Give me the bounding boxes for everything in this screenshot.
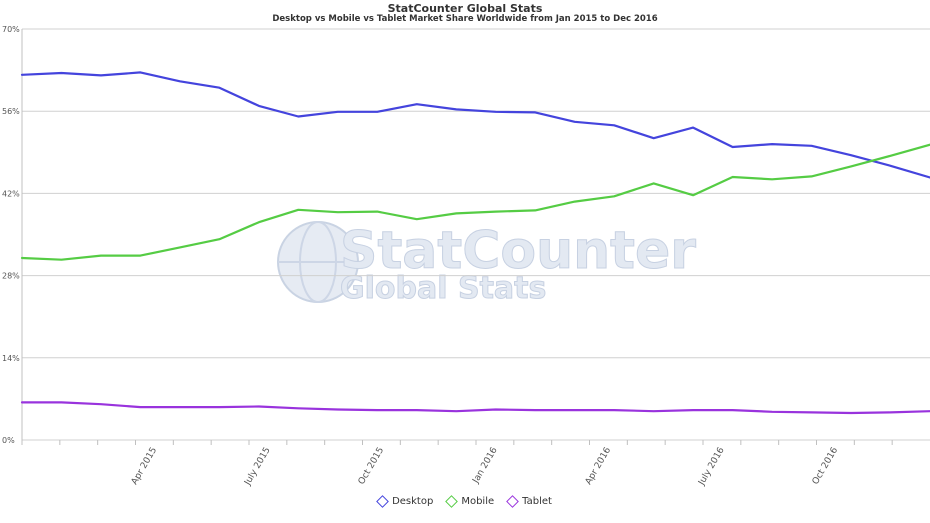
series-line-mobile[interactable] <box>20 143 930 261</box>
legend-label: Tablet <box>522 496 552 507</box>
legend-item-desktop[interactable]: Desktop <box>376 495 434 508</box>
legend-marker-icon <box>376 495 389 508</box>
x-tick-label: Apr 2016 <box>584 446 613 487</box>
x-tick-label: July 2015 <box>243 446 273 488</box>
series-line-desktop[interactable] <box>20 71 930 179</box>
x-tick-label: Apr 2015 <box>130 446 159 487</box>
chart-subtitle: Desktop vs Mobile vs Tablet Market Share… <box>272 14 658 24</box>
y-tick-label: 56% <box>2 107 20 116</box>
x-tick-label: July 2016 <box>697 446 727 488</box>
legend-item-tablet[interactable]: Tablet <box>506 495 552 508</box>
legend-marker-icon <box>445 495 459 508</box>
x-tick-label: Jan 2016 <box>471 446 500 486</box>
legend-label: Desktop <box>392 496 434 507</box>
legend-marker-icon <box>506 495 520 508</box>
x-tick-label: Oct 2016 <box>811 446 840 487</box>
y-tick-label: 42% <box>2 189 20 198</box>
y-tick-label: 70% <box>2 25 20 34</box>
x-tick-label: Oct 2015 <box>357 446 386 487</box>
y-tick-label: 14% <box>2 354 20 363</box>
y-tick-label: 0% <box>2 436 15 445</box>
chart-legend: Desktop Mobile Tablet <box>0 495 930 508</box>
series-line-tablet[interactable] <box>20 401 930 415</box>
chart-title: StatCounter Global Stats <box>387 2 543 15</box>
legend-label: Mobile <box>461 496 495 507</box>
y-tick-label: 28% <box>2 272 20 281</box>
svg-text:StatCounter: StatCounter <box>340 221 696 281</box>
legend-item-mobile[interactable]: Mobile <box>445 495 495 508</box>
svg-text:Global Stats: Global Stats <box>340 271 546 306</box>
